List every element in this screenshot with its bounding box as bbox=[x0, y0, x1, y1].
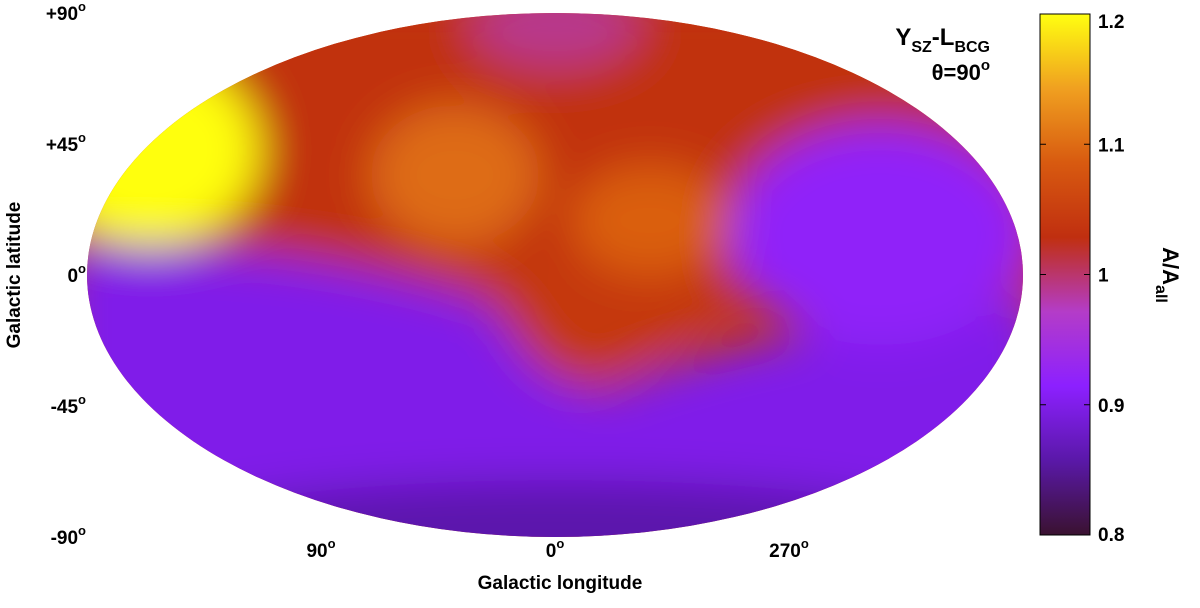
region-east-violet-region-l260-b15 bbox=[730, 125, 1023, 345]
colorbar-tick-label: 1 bbox=[1098, 266, 1109, 287]
region-orange-ridge-l20-b40 bbox=[370, 105, 540, 245]
lon-tick-label: 90o bbox=[306, 536, 335, 562]
title-line-2: θ=90o bbox=[932, 57, 990, 85]
subtitle-text: θ=90 bbox=[932, 60, 981, 85]
title-dash: -L bbox=[932, 24, 955, 51]
colorbar-label-sub: all bbox=[1152, 285, 1169, 303]
colorbar-label-main: A/A bbox=[1158, 247, 1183, 285]
region-east-violet-region-l260-b15 bbox=[790, 165, 870, 225]
sky-map bbox=[87, 13, 1023, 537]
colorbar-tick-label: 0.9 bbox=[1098, 396, 1124, 417]
title-main-sub: SZ bbox=[911, 39, 932, 56]
sky-map-color-field bbox=[87, 13, 1023, 537]
title-line-1: YSZ-LBCG bbox=[895, 24, 990, 56]
lat-tick-label: +45o bbox=[46, 130, 86, 156]
lat-tick-label: 0o bbox=[67, 261, 86, 287]
lon-tick-labels: 90o 0o 270o bbox=[306, 536, 808, 562]
chart-title: YSZ-LBCG θ=90o bbox=[895, 24, 990, 85]
region-north-pole-patch bbox=[470, 13, 640, 67]
colorbar-bar bbox=[1039, 13, 1091, 536]
title-main: Y bbox=[895, 24, 911, 51]
y-axis-label: Galactic latitude bbox=[4, 202, 25, 349]
colorbar-tick-label: 1.1 bbox=[1098, 135, 1125, 156]
subtitle-sup: o bbox=[981, 57, 990, 74]
colorbar: 1.2 1.1 1 0.9 0.8 A/Aall bbox=[1039, 12, 1183, 546]
lon-tick-label: 270o bbox=[769, 536, 809, 562]
colorbar-tick-label: 1.2 bbox=[1098, 12, 1124, 33]
title-dash-sub: BCG bbox=[954, 39, 990, 56]
lon-tick-label: 0o bbox=[546, 536, 565, 562]
lat-tick-labels: +90o +45o 0o -45o -90o bbox=[46, 0, 86, 549]
region-southern-violet bbox=[87, 248, 1023, 537]
lat-tick-label: -90o bbox=[51, 523, 86, 549]
lat-tick-label: +90o bbox=[46, 0, 86, 25]
colorbar-ticks: 1.2 1.1 1 0.9 0.8 bbox=[1040, 12, 1125, 546]
x-axis-label: Galactic longitude bbox=[478, 573, 643, 594]
lat-tick-label: -45o bbox=[51, 392, 86, 418]
colorbar-tick-label: 0.8 bbox=[1098, 525, 1124, 546]
colorbar-label: A/Aall bbox=[1152, 247, 1183, 303]
region-orange-ridge-l330-b10 bbox=[570, 165, 730, 275]
